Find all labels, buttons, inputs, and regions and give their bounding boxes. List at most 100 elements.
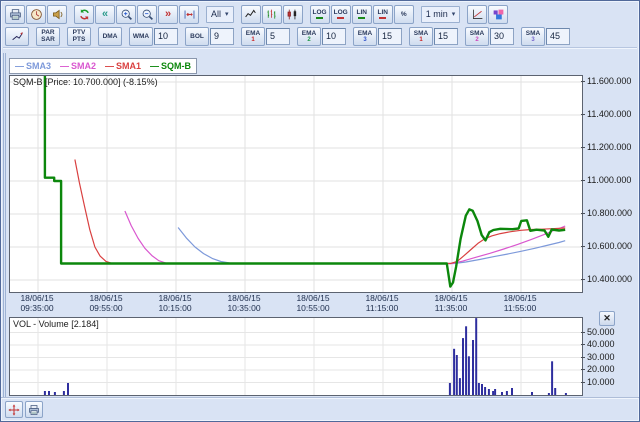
bollinger-button-period-field[interactable]: 9 (210, 27, 234, 45)
linear-scale-alt-button[interactable]: LIN (372, 4, 393, 24)
time-settings-button[interactable] (26, 4, 46, 24)
x-axis-tick: 18/06/15 11:35:00 (422, 293, 480, 313)
ema2-button-label-0: EMA (301, 29, 317, 37)
ema1-button-period-field[interactable]: 5 (266, 27, 290, 45)
print-button[interactable] (5, 4, 25, 24)
x-tick-time: 09:55:00 (89, 303, 123, 313)
ohlc-chart-button[interactable] (261, 4, 282, 24)
parabolic-sar-button-label-0: PAR (41, 29, 55, 36)
volume-bar (448, 383, 451, 395)
zoom-in-icon (120, 8, 133, 21)
zoom-out-icon (141, 8, 154, 21)
series-line-sma1 (74, 159, 566, 265)
sma3-button-period-index: 3 (531, 36, 535, 43)
legend-swatch: — (150, 61, 160, 71)
zoom-out-button[interactable] (137, 4, 157, 24)
legend-item-sma3: — SMA3 (15, 61, 51, 71)
x-tick-time: 11:55:00 (503, 303, 537, 313)
candlestick-chart-button[interactable] (282, 4, 303, 24)
pivot-points-button[interactable]: PTV PTS (67, 26, 91, 46)
price-chart-panel[interactable]: SQM-B [Price: 10.700.000] (-8.15%) (9, 75, 583, 293)
trend-icon (11, 30, 24, 43)
print-chart-button[interactable] (25, 401, 43, 418)
output-group (5, 4, 67, 24)
sma3-button-period-field[interactable]: 45 (546, 27, 570, 45)
axis-settings-button[interactable] (467, 4, 488, 24)
sma2-button[interactable]: SMA 2 (465, 26, 489, 46)
x-axis-tick: 18/06/15 10:35:00 (215, 293, 273, 313)
appearance-button[interactable] (488, 4, 509, 24)
legend-label: SQM-B (161, 61, 192, 71)
volume-bar (48, 391, 50, 395)
sma1-button-period-field[interactable]: 15 (434, 27, 458, 45)
bollinger-button[interactable]: BOL (185, 26, 209, 46)
wma-button-period-field[interactable]: 10 (154, 27, 178, 45)
volume-bar (458, 378, 461, 395)
parabolic-sar-button[interactable]: PAR SAR (36, 26, 60, 46)
wma-button[interactable]: WMA (129, 26, 153, 46)
navigation-group: «» (74, 4, 199, 24)
line-chart-button[interactable] (240, 4, 261, 24)
linear-scale-alt-button-mark (379, 17, 387, 19)
volume-tick-mark (581, 369, 585, 370)
volume-bar (475, 318, 478, 395)
close-volume-button[interactable]: ✕ (599, 311, 615, 326)
linear-scale-button-mark (358, 17, 366, 19)
interval-group: 1 min ▾ (420, 5, 461, 23)
x-tick-date: 18/06/15 (503, 293, 537, 303)
pivot-points-button-label-1: PTS (72, 36, 86, 43)
linear-scale-alt-button-label: LIN (377, 9, 388, 16)
price-tick-mark (581, 180, 585, 181)
ema3-button-period-field[interactable]: 15 (378, 27, 402, 45)
ohlc-icon (265, 8, 278, 21)
percent-scale-button[interactable]: % (393, 4, 414, 24)
sma3-button[interactable]: SMA 3 (521, 26, 545, 46)
dma-button[interactable]: DMA (98, 26, 122, 46)
scroll-right-button[interactable]: » (158, 4, 178, 24)
move-icon (8, 403, 20, 416)
sma2-button-period-field[interactable]: 30 (490, 27, 514, 45)
ema3-button[interactable]: EMA 3 (353, 26, 377, 46)
printer-icon (9, 8, 22, 21)
toolbar-separator (3, 47, 637, 49)
refresh-button[interactable] (74, 4, 94, 24)
legend-label: SMA3 (26, 61, 52, 71)
x-tick-time: 09:35:00 (20, 303, 54, 313)
price-tick-label: 11.000.000 (587, 175, 632, 185)
volume-bar (455, 355, 458, 395)
scope-dropdown[interactable]: All ▾ (206, 5, 234, 23)
ema2-button[interactable]: EMA 2 (297, 26, 321, 46)
left-splitter[interactable] (2, 53, 7, 397)
linear-scale-button[interactable]: LIN (351, 4, 372, 24)
chevron-down-icon: ▾ (225, 11, 229, 18)
draw-trend-button[interactable] (5, 26, 29, 46)
sma1-button[interactable]: SMA 1 (409, 26, 433, 46)
x-tick-date: 18/06/15 (20, 293, 54, 303)
indicator-toolbar: PAR SAR PTV PTS DMA WMA 10 BOL 9 EMA 1 5 EMA 2 10 EMA 3 1… (5, 25, 635, 47)
volume-bar (462, 338, 464, 395)
interval-dropdown[interactable]: 1 min ▾ (420, 5, 461, 23)
ema3-button-period-index: 3 (363, 36, 367, 43)
ema1-button[interactable]: EMA 1 (241, 26, 265, 46)
log-scale-alt-button[interactable]: LOG (330, 4, 351, 24)
price-tick-label: 11.200.000 (587, 142, 632, 152)
x-tick-date: 18/06/15 (365, 293, 399, 303)
volume-tick-label: 30.000 (587, 351, 615, 362)
log-scale-button[interactable]: LOG (309, 4, 330, 24)
volume-label: VOL - Volume [2.184] (13, 319, 99, 329)
range-icon (183, 8, 196, 21)
volume-chart-panel[interactable]: VOL - Volume [2.184] (9, 317, 583, 396)
fit-range-button[interactable] (179, 4, 199, 24)
speaker-icon (51, 8, 64, 21)
x-tick-date: 18/06/15 (89, 293, 123, 303)
scroll-left-button[interactable]: « (95, 4, 115, 24)
volume-bar (492, 391, 495, 395)
ema2-button-period-field[interactable]: 10 (322, 27, 346, 45)
legend-item-sma2: — SMA2 (60, 61, 96, 71)
alert-sound-button[interactable] (47, 4, 67, 24)
volume-bar (472, 340, 474, 395)
interval-dropdown-label: 1 min (425, 9, 448, 19)
pan-mode-button[interactable] (5, 401, 23, 418)
volume-bar (477, 383, 480, 395)
zoom-in-button[interactable] (116, 4, 136, 24)
